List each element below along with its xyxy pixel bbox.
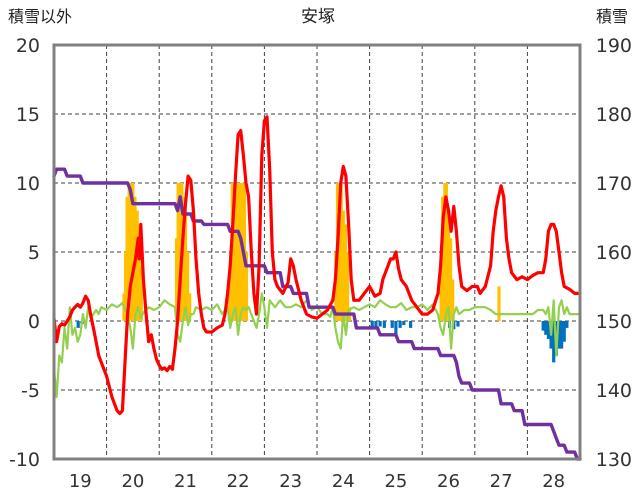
melt-bar	[374, 321, 378, 328]
snowfall-bar	[178, 183, 182, 321]
snowfall-bar	[131, 183, 135, 321]
snowfall-bar	[497, 286, 501, 321]
left-tick-label: 15	[16, 104, 40, 126]
x-tick-label: 22	[227, 471, 250, 492]
x-tick-label: 27	[490, 471, 513, 492]
snowfall-bar	[186, 252, 190, 321]
melt-bar	[456, 321, 460, 327]
snow_depth-line	[52, 167, 582, 461]
series-lines	[52, 115, 582, 461]
melt-bar	[541, 321, 545, 331]
right-axis-label: 積雪	[596, 7, 628, 26]
snowfall-bar	[236, 183, 240, 321]
melt-bar	[565, 321, 569, 328]
chart-title: 安塚	[301, 7, 335, 27]
melt-bar	[546, 321, 551, 339]
left-y-ticks: 20 15 10 5 0 -5 -10	[9, 35, 40, 471]
melt-bar	[394, 321, 398, 335]
melt-bar	[76, 321, 80, 328]
melt-bar	[557, 321, 561, 349]
snowfall-bar	[446, 210, 451, 321]
x-tick-label: 20	[121, 471, 144, 492]
melt-bar	[552, 321, 556, 363]
x-tick-label: 26	[437, 471, 460, 492]
left-axis-label: 積雪以外	[8, 7, 72, 26]
snowfall-bar	[139, 265, 143, 321]
snowfall-bar	[238, 183, 242, 321]
left-tick-label: 10	[16, 173, 40, 195]
snowfall-bar	[449, 238, 453, 321]
snowfall-bar	[129, 183, 133, 321]
melt-bar	[370, 321, 374, 330]
right-tick-label: 170	[596, 173, 632, 195]
melt-bar	[544, 321, 548, 335]
melt-bar	[409, 321, 413, 328]
melt-bar	[382, 321, 386, 328]
snowfall-bar	[451, 279, 455, 321]
x-tick-label: 21	[174, 471, 197, 492]
melt-bar	[378, 321, 382, 327]
snowfall-bar	[343, 224, 348, 321]
snowfall-bar	[137, 224, 141, 321]
snowfall-bar	[135, 210, 139, 321]
snowfall-bar	[125, 196, 129, 321]
snowfall-bar	[444, 183, 448, 321]
x-tick-label: 19	[69, 471, 92, 492]
melt-bar	[562, 321, 566, 342]
x-tick-label: 25	[384, 471, 407, 492]
left-tick-label: -10	[9, 449, 40, 471]
temperature-line	[52, 115, 582, 416]
right-tick-label: 150	[596, 311, 632, 333]
plot-frame	[52, 43, 582, 461]
left-tick-label: -5	[21, 380, 40, 402]
melt-bar	[559, 321, 564, 349]
snowfall-bar	[441, 196, 445, 321]
snowfall-bar	[183, 210, 188, 321]
melt-bar	[398, 321, 402, 328]
snowfall-bar	[341, 210, 345, 321]
right-tick-label: 140	[596, 380, 632, 402]
left-tick-label: 5	[28, 242, 40, 264]
x-tick-label: 28	[542, 471, 565, 492]
left-tick-label: 20	[16, 35, 40, 57]
right-tick-label: 190	[596, 35, 632, 57]
snowfall-bar	[345, 252, 350, 321]
x-ticks: 19 20 21 22 23 24 25 26 27 28	[69, 471, 565, 492]
melt-bar	[390, 321, 394, 328]
melt-bar	[402, 321, 406, 326]
x-tick-label: 24	[332, 471, 355, 492]
snowfall-bar	[244, 252, 249, 321]
right-tick-label: 130	[596, 449, 632, 471]
snowfall-bar	[339, 183, 343, 321]
right-tick-label: 160	[596, 242, 632, 264]
right-y-ticks: 190 180 170 160 150 140 130	[596, 35, 632, 471]
snowfall-bar	[188, 293, 192, 321]
snowfall-bar	[234, 183, 238, 321]
right-tick-label: 180	[596, 104, 632, 126]
snowfall-bar	[181, 196, 185, 321]
left-tick-label: 0	[28, 311, 40, 333]
x-tick-label: 23	[279, 471, 302, 492]
